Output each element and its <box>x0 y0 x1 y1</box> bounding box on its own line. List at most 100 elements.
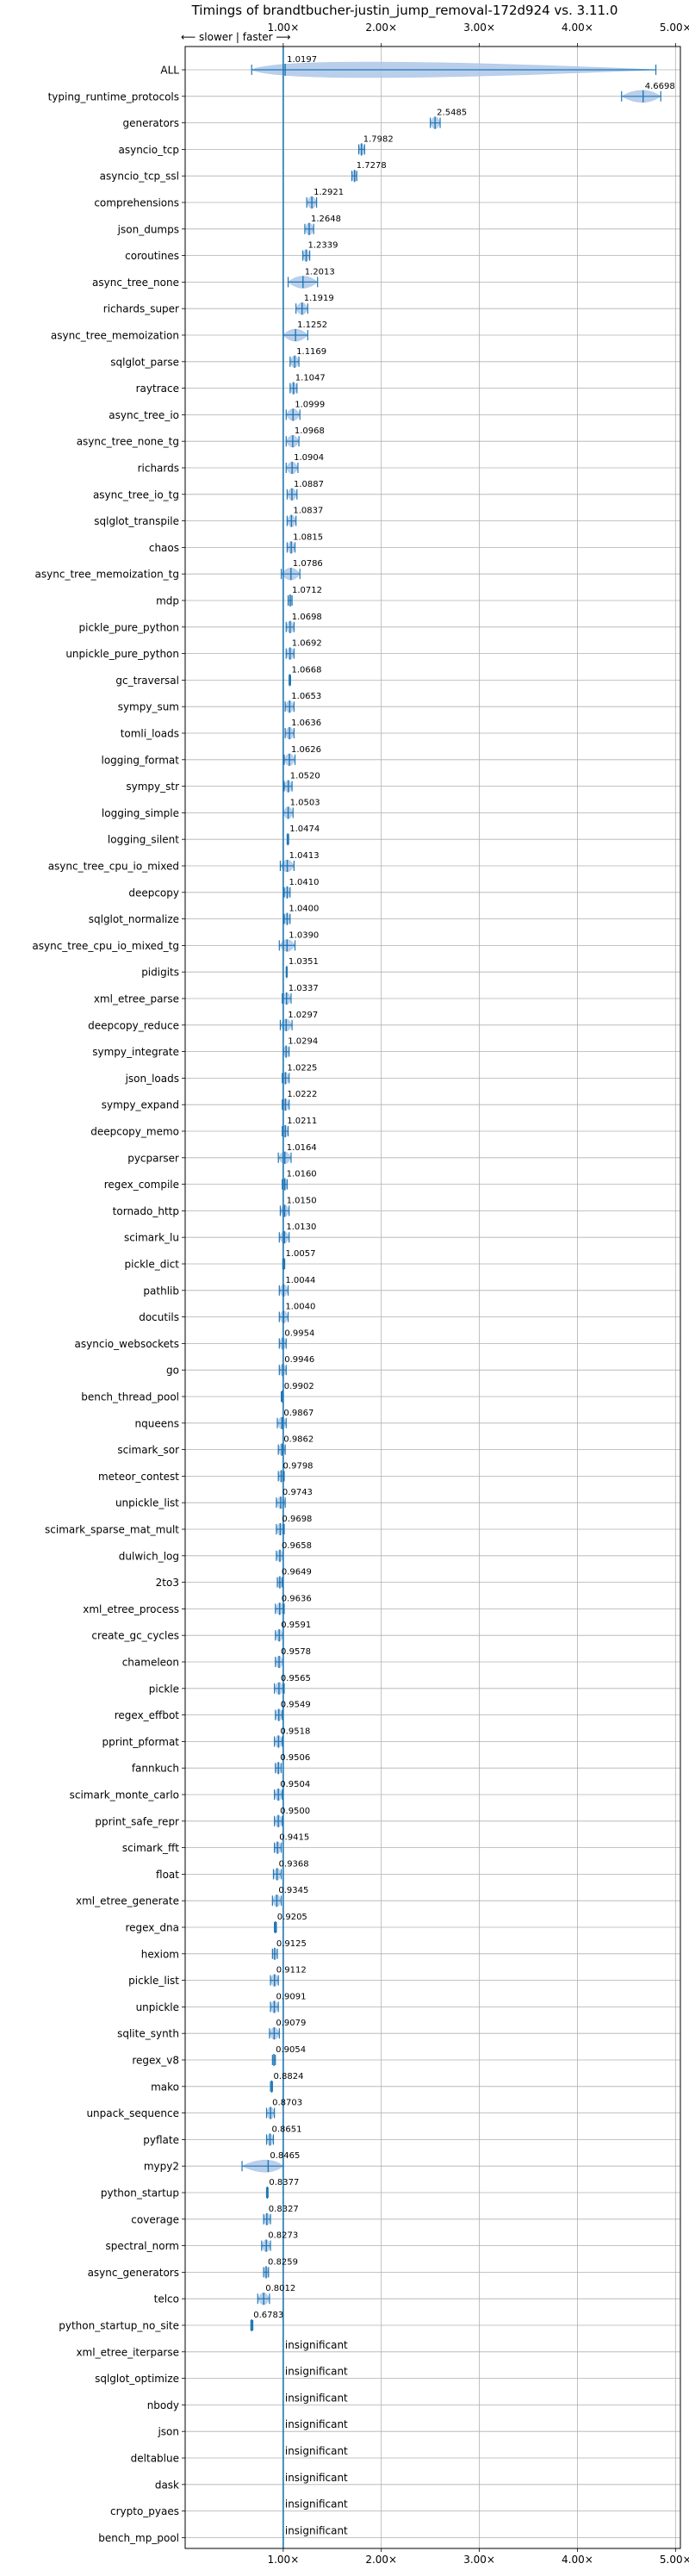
benchmark-label: sqlglot_transpile <box>94 515 179 527</box>
value-label: 1.0211 <box>287 1117 317 1126</box>
benchmark-label: fannkuch <box>132 1763 179 1775</box>
benchmark-label: sqlglot_parse <box>110 356 179 368</box>
benchmark-label: python_startup_no_site <box>59 2320 179 2332</box>
benchmark-label: xml_etree_generate <box>76 1895 179 1907</box>
value-label: 1.0150 <box>287 1196 317 1205</box>
insignificant-label: insignificant <box>285 2392 348 2404</box>
benchmark-label: chameleon <box>122 1657 179 1669</box>
value-label: 1.2921 <box>313 188 344 197</box>
benchmark-label: dulwich_log <box>119 1550 179 1562</box>
x-tick-label-bottom: 1.00× <box>267 2554 299 2566</box>
value-label: 0.8273 <box>268 2231 298 2241</box>
value-label: 0.9636 <box>282 1594 312 1603</box>
value-label: 0.8377 <box>269 2178 299 2187</box>
benchmark-label: pickle <box>149 1683 179 1695</box>
value-label: 1.0164 <box>287 1143 317 1153</box>
value-label: 0.9112 <box>276 1966 307 1976</box>
benchmark-label: async_tree_memoization <box>51 330 179 342</box>
benchmark-label: pickle_dict <box>125 1259 180 1271</box>
value-label: 1.0225 <box>287 1063 317 1073</box>
benchmark-label: coroutines <box>125 250 179 262</box>
benchmark-label: regex_v8 <box>132 2055 179 2067</box>
value-label: 0.9415 <box>279 1833 309 1843</box>
chart-title: Timings of brandtbucher-justin_jump_remo… <box>191 3 618 19</box>
benchmark-label: unpack_sequence <box>86 2107 179 2119</box>
value-label: 0.9506 <box>280 1753 310 1763</box>
value-label: 1.0668 <box>291 665 321 675</box>
benchmark-label: unpickle_list <box>115 1497 179 1509</box>
value-label: 0.9504 <box>280 1780 310 1789</box>
value-label: 0.9649 <box>282 1568 312 1577</box>
insignificant-label: insignificant <box>285 2418 348 2430</box>
benchmark-label: richards_super <box>103 303 179 315</box>
value-label: 1.2648 <box>311 215 341 224</box>
benchmark-label: chaos <box>149 542 179 554</box>
value-label: 1.2013 <box>305 267 335 277</box>
value-label: 1.0999 <box>295 400 325 409</box>
value-label: 1.0410 <box>289 878 320 887</box>
benchmark-label: json <box>157 2426 179 2438</box>
benchmark-label: comprehensions <box>94 197 179 209</box>
value-label: 0.9658 <box>282 1541 312 1551</box>
value-label: 1.0653 <box>291 692 321 701</box>
benchmark-label: regex_compile <box>104 1179 179 1191</box>
value-label: 1.0390 <box>289 930 319 940</box>
benchmark-label: sqlglot_normalize <box>89 913 179 925</box>
value-label: 0.9954 <box>284 1328 314 1338</box>
benchmark-label: scimark_fft <box>122 1842 179 1854</box>
benchmark-label: generators <box>122 117 179 129</box>
benchmark-label: async_tree_io <box>109 409 179 421</box>
value-label: 0.9867 <box>283 1409 313 1418</box>
value-label: 0.9862 <box>283 1435 313 1445</box>
benchmark-label: xml_etree_iterparse <box>76 2346 179 2358</box>
x-tick-label-bottom: 2.00× <box>365 2554 397 2566</box>
value-label: 0.9565 <box>281 1674 311 1683</box>
benchmark-label: logging_simple <box>102 807 179 819</box>
benchmark-label: pprint_safe_repr <box>95 1815 179 1827</box>
benchmark-label: richards <box>138 463 179 475</box>
benchmark-label: coverage <box>131 2213 179 2225</box>
benchmark-label: async_generators <box>88 2267 179 2279</box>
value-label: 0.8465 <box>270 2151 300 2161</box>
value-label: 0.8259 <box>268 2257 298 2267</box>
insignificant-label: insignificant <box>285 2445 348 2457</box>
value-label: 1.0400 <box>289 905 319 914</box>
value-label: 1.0904 <box>294 453 324 463</box>
value-label: 0.9205 <box>277 1913 307 1922</box>
x-tick-label-top: 3.00× <box>463 22 495 34</box>
value-label: 1.0337 <box>289 984 319 993</box>
value-label: 1.0040 <box>285 1303 315 1312</box>
benchmark-label: raytrace <box>136 383 179 395</box>
value-label: 1.0698 <box>292 613 322 622</box>
insignificant-label: insignificant <box>285 2366 348 2378</box>
benchmark-label: deepcopy_memo <box>90 1126 179 1138</box>
value-label: 0.8327 <box>269 2205 299 2214</box>
benchmark-label: pidigits <box>141 967 179 979</box>
plot-frame <box>184 46 681 2549</box>
value-label: 1.0413 <box>289 851 320 861</box>
value-label: 2.5485 <box>437 109 467 118</box>
benchmark-label: 2to3 <box>156 1577 179 1589</box>
value-label: 0.9500 <box>280 1807 310 1816</box>
benchmark-label: telco <box>154 2293 179 2305</box>
value-label: 1.0474 <box>289 824 320 834</box>
insignificant-label: insignificant <box>285 2472 348 2484</box>
value-label: 1.0626 <box>291 745 321 755</box>
benchmark-label: scimark_sor <box>117 1444 179 1456</box>
value-label: 0.9091 <box>276 1992 307 2001</box>
benchmark-label: scimark_sparse_mat_mult <box>45 1524 179 1536</box>
benchmark-label: async_tree_io_tg <box>93 488 179 501</box>
benchmark-label: asyncio_tcp_ssl <box>100 171 179 183</box>
value-label: 1.0503 <box>290 798 320 807</box>
value-label: 1.0887 <box>294 480 324 489</box>
benchmark-label: create_gc_cycles <box>91 1630 179 1642</box>
benchmark-label: tomli_loads <box>121 728 179 740</box>
value-label: 0.9518 <box>280 1727 310 1736</box>
value-label: 1.7982 <box>363 134 394 144</box>
x-tick-label-top: 1.00× <box>267 22 299 34</box>
benchmark-label: pickle_list <box>128 1975 179 1987</box>
value-label: 0.8651 <box>272 2125 302 2134</box>
benchmark-label: sqlglot_optimize <box>95 2373 179 2385</box>
benchmark-label: float <box>156 1869 179 1881</box>
benchmark-label: python_startup <box>101 2187 179 2200</box>
